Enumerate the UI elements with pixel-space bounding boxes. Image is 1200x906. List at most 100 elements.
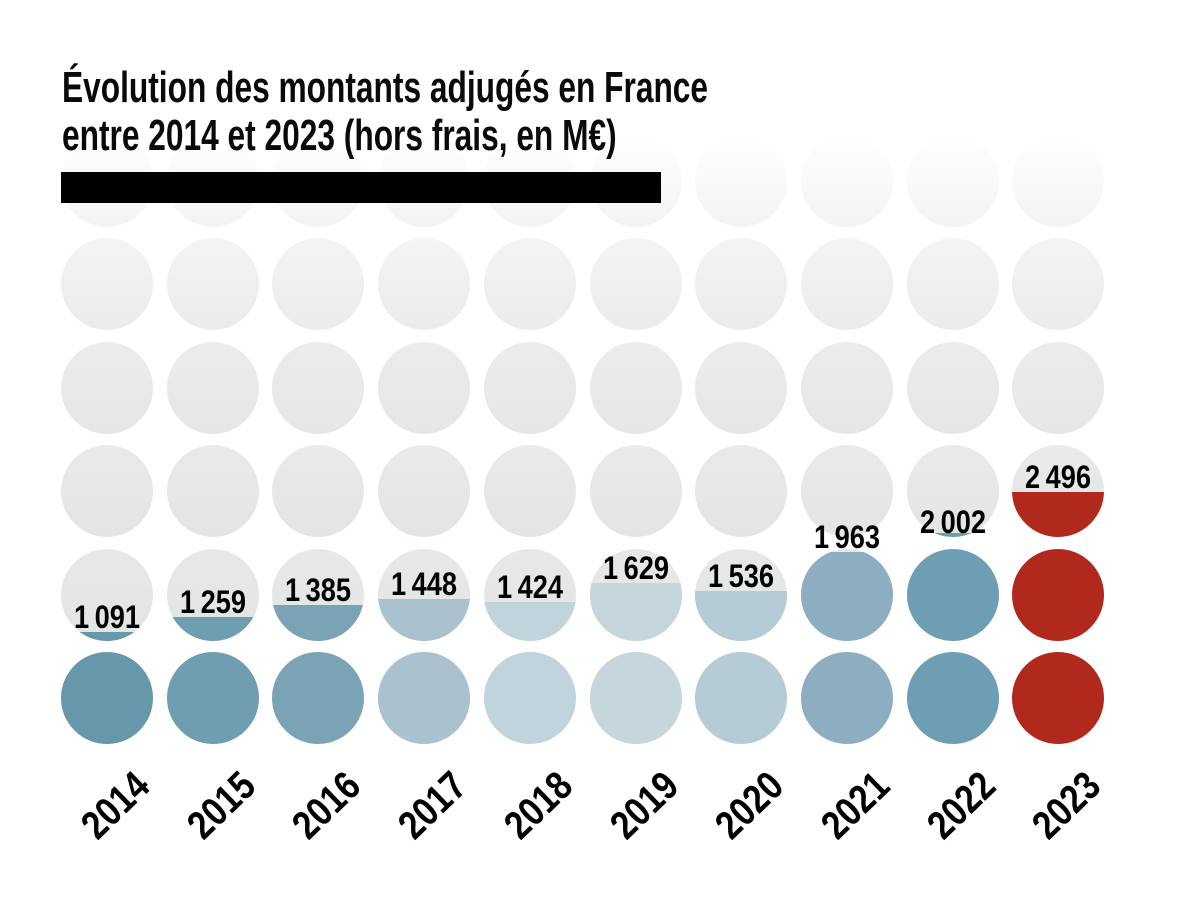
grid-circle-2017-u3	[378, 341, 471, 434]
grid-circle-2020-u0	[695, 652, 788, 744]
circle-fill	[378, 652, 471, 744]
grid-circle-2019-u1	[589, 548, 682, 641]
value-label-2019: 1 629	[602, 549, 669, 586]
chart-title-line1: Évolution des montants adjugés en France	[62, 63, 709, 112]
infographic: Évolution des montants adjugés en France…	[61, 64, 1110, 848]
grid-circle-2021-u5	[800, 135, 893, 227]
chart-title: Évolution des montants adjugés en France…	[62, 64, 708, 160]
grid-circle-2022-u1	[906, 548, 999, 641]
circle-fill	[695, 591, 788, 641]
grid-circle-2017-u0	[378, 652, 471, 744]
grid-circle-2023-u5	[1012, 135, 1105, 227]
grid-circle-2020-u2	[695, 445, 788, 538]
grid-circle-2020-u5	[695, 135, 788, 227]
grid-circle-2023-u3	[1012, 341, 1105, 434]
grid-circle-2016-u1	[272, 548, 365, 641]
grid-circle-2019-u0	[589, 652, 682, 744]
chart-area: 1 091 2014 1 259 2015 1 385 2016 1 448 2017 1 42…	[61, 135, 1110, 848]
circle-fill	[61, 652, 153, 744]
grid-circle-2021-u4	[800, 238, 893, 331]
grid-circle-2023-u0	[1012, 652, 1105, 744]
grid-circle-2015-u3	[166, 341, 259, 434]
year-label-text: 2020	[707, 763, 793, 848]
circle-fill	[483, 652, 576, 744]
grid-circle-2018-u4	[483, 238, 576, 331]
grid-circle-2016-u0	[272, 652, 365, 744]
grid-circle-2021-u3	[800, 341, 893, 434]
grid-circle-2016-u3	[272, 341, 365, 434]
grid-circle-2017-u4	[378, 238, 471, 331]
year-label-text: 2019	[601, 763, 687, 848]
circle-fill	[695, 652, 788, 744]
grid-circle-2015-u0	[166, 652, 259, 744]
grid-circle-2015-u4	[166, 238, 259, 331]
value-label-2014: 1 091	[74, 599, 140, 636]
grid-circle-2015-u1	[166, 548, 259, 641]
grid-circle-2023-u4	[1012, 238, 1105, 331]
grid-circle-2014-u1	[61, 548, 153, 641]
grid-circle-2022-u3	[906, 341, 999, 434]
year-label-text: 2014	[73, 763, 159, 848]
circle-fill	[483, 601, 576, 641]
chart-title-line2: entre 2014 et 2023 (hors frais, en M€)	[62, 111, 617, 160]
grid-circle-2014-u3	[61, 341, 153, 434]
year-label-text: 2018	[495, 763, 581, 848]
circle-fill	[1012, 548, 1105, 641]
year-label-text: 2022	[918, 763, 1004, 848]
grid-circle-2023-u1	[1012, 548, 1105, 641]
grid-circle-2021-u0	[800, 652, 893, 744]
grid-circle-2017-u1	[378, 548, 471, 641]
circle-fill	[378, 599, 471, 641]
grid-circle-2019-u4	[589, 238, 682, 331]
value-label-2022: 2 002	[919, 504, 986, 541]
value-label-2020: 1 536	[708, 558, 775, 595]
grid-circle-2018-u2	[483, 445, 576, 538]
circle-fill	[800, 552, 893, 641]
circle-fill	[166, 616, 259, 641]
grid-circle-2022-u5	[906, 135, 999, 227]
value-label-2015: 1 259	[179, 583, 246, 620]
grid-circle-2022-u4	[906, 238, 999, 331]
circle-fill	[589, 652, 682, 744]
grid-circle-2020-u3	[695, 341, 788, 434]
circle-fill	[272, 652, 365, 744]
year-label-text: 2023	[1024, 763, 1110, 848]
value-label-2023: 2 496	[1025, 458, 1092, 495]
circle-fill	[906, 652, 999, 744]
value-label-2017: 1 448	[391, 566, 458, 603]
grid-circle-2018-u0	[483, 652, 576, 744]
grid-circle-2020-u1	[695, 548, 788, 641]
year-label-text: 2015	[178, 763, 264, 848]
value-label-2016: 1 385	[285, 572, 352, 609]
grid-circle-2021-u1	[800, 548, 893, 641]
grid-circle-2021-u2	[800, 445, 893, 538]
circle-fill	[906, 548, 999, 641]
circle-fill	[1012, 652, 1105, 744]
grid-circle-2022-u2	[906, 445, 999, 538]
circle-fill	[166, 652, 259, 744]
grid-circle-2016-u2	[272, 445, 365, 538]
grid-circle-2018-u1	[483, 548, 576, 641]
value-label-2021: 1 963	[813, 519, 880, 555]
grid-circle-2020-u4	[695, 238, 788, 331]
year-label-text: 2016	[284, 763, 370, 848]
circle-fill	[906, 533, 999, 538]
circle-fill	[272, 605, 365, 641]
grid-circle-2014-u0	[61, 652, 153, 744]
grid-circle-2019-u2	[589, 445, 682, 538]
year-label-text: 2017	[390, 763, 476, 848]
grid-circle-2018-u3	[483, 341, 576, 434]
grid-circle-2014-u4	[61, 238, 153, 331]
title-underline-bar	[61, 172, 661, 203]
value-label-2018: 1 424	[496, 568, 563, 605]
grid-circle-2019-u3	[589, 341, 682, 434]
year-label-text: 2021	[813, 763, 898, 848]
circle-fill	[589, 582, 682, 641]
circle-fill	[1012, 491, 1105, 538]
grid-circle-2016-u4	[272, 238, 365, 331]
grid-circle-2014-u2	[61, 445, 153, 538]
circle-fill	[61, 632, 153, 641]
circle-fill	[800, 652, 893, 744]
grid-circle-2017-u2	[378, 445, 471, 538]
grid-circle-2023-u2	[1012, 445, 1105, 538]
